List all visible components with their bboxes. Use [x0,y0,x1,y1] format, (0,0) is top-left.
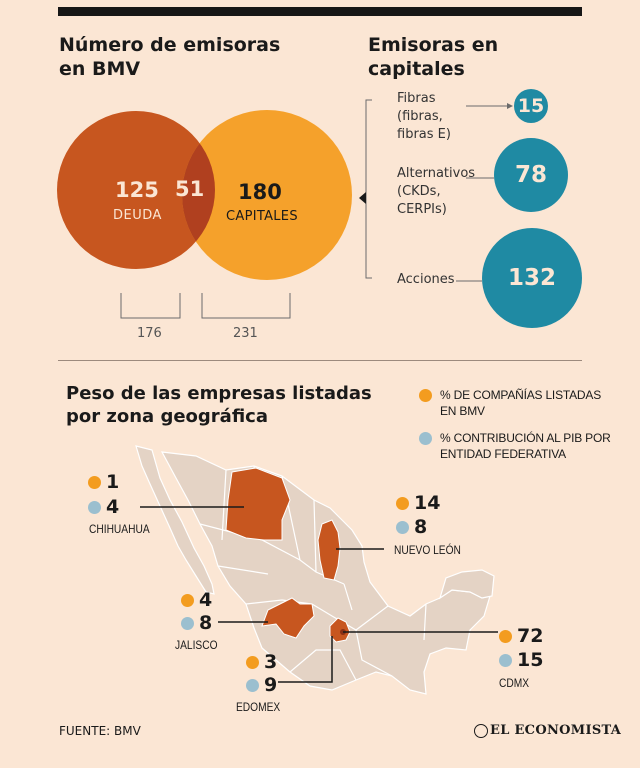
nuevoleon-listed-dot [396,497,409,510]
legend-listed-dot [419,389,432,402]
venn-title-line-1: Número de emisoras [59,34,281,56]
legend-gdp-dot [419,432,432,445]
venn-left-label: DEUDA [113,208,162,223]
capitales-title: Emisoras en capitales [368,33,498,81]
nuevoleon-name: NUEVO LEÓN [394,543,461,557]
capitales-title-line-2: capitales [368,58,465,80]
map-baja-california [135,445,215,595]
venn-right-total: 231 [233,326,258,341]
venn-left-total: 176 [137,326,162,341]
top-rule [58,7,582,16]
mexico-map [135,445,495,695]
map-jalisco [261,597,315,639]
geo-title: Peso de las empresas listadas por zona g… [66,382,372,428]
circle-acciones [482,228,582,328]
capitales-bracket [365,99,372,279]
bracket-left [120,293,181,319]
label-alternativos: Alternativos (CKDs, CERPIs) [397,166,476,217]
venn-right-value: 180 [238,180,282,204]
edomex-listed-dot [246,656,259,669]
cdmx-name: CDMX [499,676,530,690]
legend-gdp-text: % CONTRIBUCIÓN AL PIB POR ENTIDAD FEDERA… [440,431,611,461]
jalisco-listed: 4 [199,589,213,611]
venn-right-label: CAPITALES [226,209,298,224]
map-nuevo-leon [317,519,341,581]
circle-fibras [514,89,548,123]
fibras-arrowhead [507,103,513,109]
venn-left-value: 125 [115,178,159,202]
venn-circle-deuda [57,111,215,269]
section-divider [58,360,582,361]
brand-name: EL ECONOMISTA [490,723,622,738]
map-chihuahua [225,467,291,541]
capitales-arrow [359,192,366,204]
nuevoleon-gdp: 8 [414,516,428,538]
chihuahua-name: CHIHUAHUA [89,522,150,536]
capitales-title-line-1: Emisoras en [368,34,499,56]
bracket-right [201,293,291,319]
cdmx-gdp: 15 [517,649,544,671]
jalisco-listed-dot [181,594,194,607]
brand-logo-icon [474,724,488,738]
chihuahua-gdp: 4 [106,496,120,518]
jalisco-gdp-dot [181,617,194,630]
venn-title-line-2: en BMV [59,58,141,80]
edomex-listed: 3 [264,651,278,673]
value-acciones: 132 [507,265,556,291]
jalisco-name: JALISCO [175,638,218,652]
edomex-gdp: 9 [264,674,278,696]
cdmx-listed-dot [499,630,512,643]
cdmx-gdp-dot [499,654,512,667]
venn-title: Número de emisoras en BMV [59,33,280,81]
circle-alternativos [494,138,568,212]
edomex-gdp-dot [246,679,259,692]
geo-title-line-1: Peso de las empresas listadas [66,383,372,404]
label-acciones: Acciones [397,272,455,287]
value-fibras: 15 [517,95,545,117]
value-alternativos: 78 [514,162,547,188]
chihuahua-gdp-dot [88,501,101,514]
legend-listed-text: % DE COMPAÑÍAS LISTADAS EN BMV [440,388,601,418]
venn-circle-capitales [182,110,352,280]
cdmx-listed: 72 [517,625,544,647]
leader-edomex [278,636,333,683]
label-fibras: Fibras (fibras, fibras E) [397,91,451,142]
source-note: FUENTE: BMV [59,724,141,738]
geo-title-line-2: por zona geográfica [66,406,268,427]
chihuahua-listed-dot [88,476,101,489]
venn-overlap-value: 51 [175,177,205,201]
nuevoleon-listed: 14 [414,492,441,514]
jalisco-gdp: 8 [199,612,213,634]
map-yucatan [438,569,495,600]
nuevoleon-gdp-dot [396,521,409,534]
edomex-name: EDOMEX [236,700,281,714]
map-edomex [329,617,351,643]
chihuahua-listed: 1 [106,471,120,493]
